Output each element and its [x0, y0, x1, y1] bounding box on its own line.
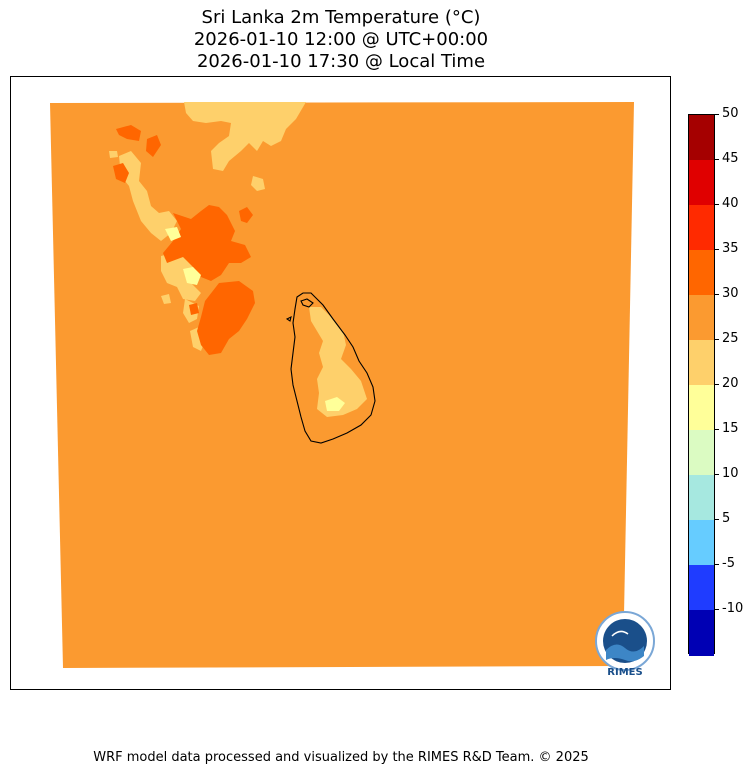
colorbar-tick [715, 294, 719, 295]
colorbar-tick-label: 50 [722, 106, 739, 121]
colorbar-tick [715, 339, 719, 340]
colorbar-tick [715, 429, 719, 430]
colorbar-segment [689, 340, 714, 386]
colorbar-segment [689, 385, 714, 431]
colorbar-tick-label: 15 [722, 421, 739, 436]
colorbar-segment [689, 430, 714, 476]
title-line-3: 2026-01-10 17:30 @ Local Time [196, 51, 486, 72]
map-title: Sri Lanka 2m Temperature (°C) 2026-01-10… [0, 7, 682, 73]
colorbar-tick-label: 20 [722, 376, 739, 391]
colorbar-segment [689, 250, 714, 296]
warm-patches [113, 125, 255, 355]
colorbar-tick-label: 30 [722, 286, 739, 301]
temperature-map [50, 102, 634, 668]
colorbar-segment [689, 565, 714, 611]
colorbar-segment [689, 475, 714, 521]
colorbar-segment [689, 520, 714, 566]
colorbar-tick-label: 40 [722, 196, 739, 211]
colorbar [688, 114, 715, 656]
colorbar-tick-label: 10 [722, 466, 739, 481]
colorbar-segment [689, 205, 714, 251]
colorbar-segment [689, 295, 714, 341]
colorbar-segment [689, 115, 714, 161]
map-frame [10, 76, 671, 690]
colorbar-tick [715, 384, 719, 385]
colorbar-tick-label: 5 [722, 511, 731, 526]
colorbar-tick [715, 564, 719, 565]
colorbar-tick [715, 114, 719, 115]
colorbar-segment [689, 610, 714, 656]
title-line-2: 2026-01-10 12:00 @ UTC+00:00 [193, 29, 489, 50]
colorbar-tick [715, 204, 719, 205]
colorbar-tick [715, 249, 719, 250]
coolest-spots [165, 227, 345, 411]
title-line-1: Sri Lanka 2m Temperature (°C) [201, 7, 481, 28]
rimes-logo: RIMES [595, 611, 655, 678]
colorbar-tick-label: -10 [722, 601, 744, 616]
colorbar-segment [689, 160, 714, 206]
logo-text: RIMES [607, 667, 642, 678]
colorbar-tick-label: 25 [722, 331, 739, 346]
footer-credit: WRF model data processed and visualized … [93, 750, 589, 765]
colorbar-tick [715, 609, 719, 610]
colorbar-tick-label: -5 [722, 556, 735, 571]
colorbar-tick [715, 474, 719, 475]
colorbar-tick-label: 35 [722, 241, 739, 256]
colorbar-tick [715, 159, 719, 160]
sri-lanka-coastline [285, 292, 376, 444]
colorbar-tick-label: 45 [722, 151, 739, 166]
colorbar-tick [715, 519, 719, 520]
